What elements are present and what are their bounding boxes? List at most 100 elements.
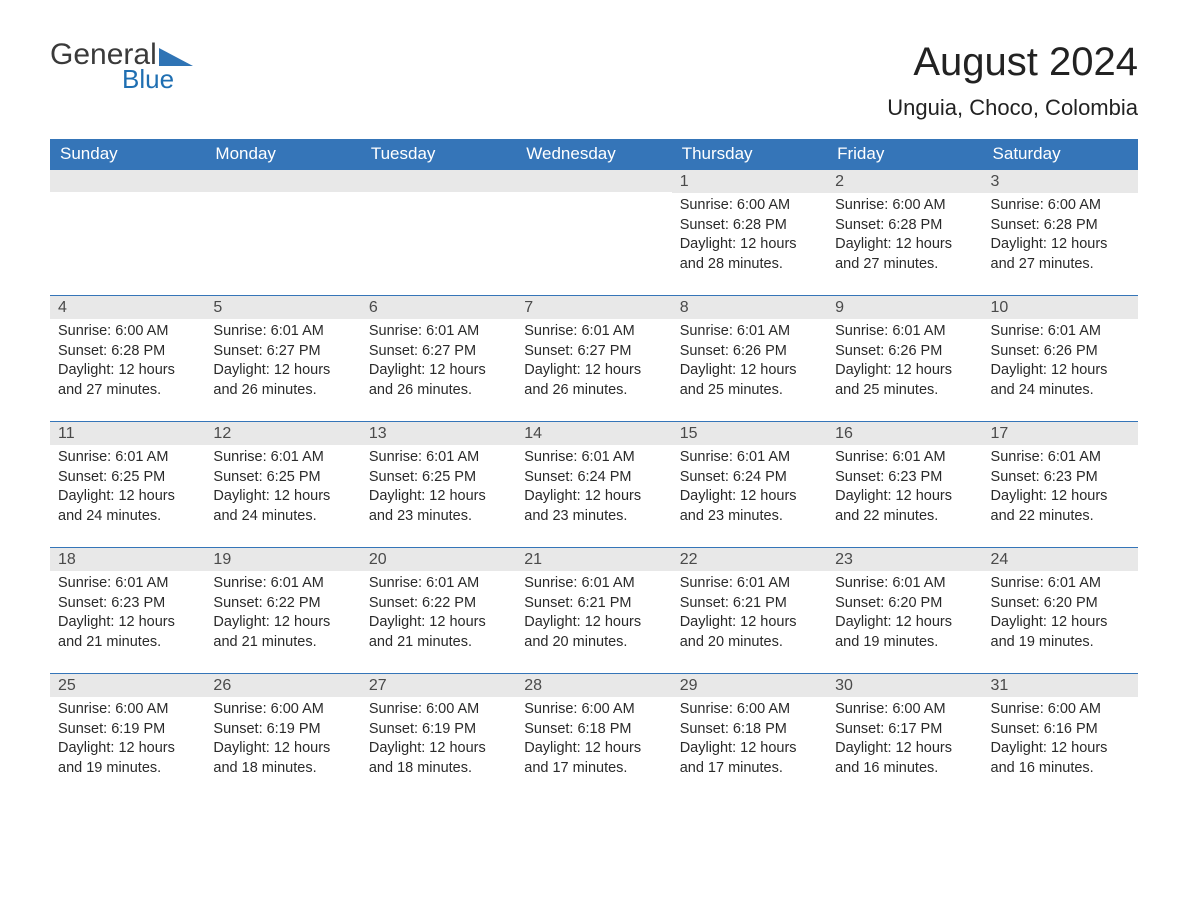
day-body: Sunrise: 6:01 AMSunset: 6:23 PMDaylight:… — [827, 445, 982, 532]
day-number: 19 — [205, 548, 360, 571]
daylight-line1: Daylight: 12 hours — [369, 613, 508, 633]
day-number: 8 — [672, 296, 827, 319]
day-body: Sunrise: 6:00 AMSunset: 6:28 PMDaylight:… — [50, 319, 205, 406]
day-body: Sunrise: 6:01 AMSunset: 6:25 PMDaylight:… — [50, 445, 205, 532]
sunrise-text: Sunrise: 6:00 AM — [524, 700, 663, 720]
day-body: Sunrise: 6:01 AMSunset: 6:25 PMDaylight:… — [361, 445, 516, 532]
day-number: 30 — [827, 674, 982, 697]
calendar-cell — [516, 170, 671, 296]
calendar-cell: 13Sunrise: 6:01 AMSunset: 6:25 PMDayligh… — [361, 422, 516, 548]
sunrise-text: Sunrise: 6:01 AM — [58, 574, 197, 594]
day-number-empty — [361, 170, 516, 192]
day-number: 12 — [205, 422, 360, 445]
sunrise-text: Sunrise: 6:01 AM — [991, 574, 1130, 594]
calendar-cell: 16Sunrise: 6:01 AMSunset: 6:23 PMDayligh… — [827, 422, 982, 548]
calendar-cell: 7Sunrise: 6:01 AMSunset: 6:27 PMDaylight… — [516, 296, 671, 422]
location-text: Unguia, Choco, Colombia — [887, 95, 1138, 121]
day-number: 3 — [983, 170, 1138, 193]
calendar-cell: 30Sunrise: 6:00 AMSunset: 6:17 PMDayligh… — [827, 674, 982, 800]
sunset-text: Sunset: 6:19 PM — [213, 720, 352, 740]
daylight-line1: Daylight: 12 hours — [58, 739, 197, 759]
sunrise-text: Sunrise: 6:01 AM — [524, 448, 663, 468]
calendar-week-row: 4Sunrise: 6:00 AMSunset: 6:28 PMDaylight… — [50, 296, 1138, 422]
sunset-text: Sunset: 6:20 PM — [835, 594, 974, 614]
calendar-cell: 23Sunrise: 6:01 AMSunset: 6:20 PMDayligh… — [827, 548, 982, 674]
sunset-text: Sunset: 6:23 PM — [835, 468, 974, 488]
daylight-line2: and 19 minutes. — [835, 633, 974, 653]
sunset-text: Sunset: 6:25 PM — [369, 468, 508, 488]
calendar-cell: 29Sunrise: 6:00 AMSunset: 6:18 PMDayligh… — [672, 674, 827, 800]
day-number: 14 — [516, 422, 671, 445]
daylight-line1: Daylight: 12 hours — [58, 487, 197, 507]
calendar-cell: 27Sunrise: 6:00 AMSunset: 6:19 PMDayligh… — [361, 674, 516, 800]
logo: General Blue — [50, 40, 193, 92]
daylight-line1: Daylight: 12 hours — [680, 235, 819, 255]
sunrise-text: Sunrise: 6:01 AM — [680, 322, 819, 342]
sunset-text: Sunset: 6:27 PM — [524, 342, 663, 362]
day-number: 2 — [827, 170, 982, 193]
daylight-line1: Daylight: 12 hours — [213, 739, 352, 759]
daylight-line1: Daylight: 12 hours — [524, 739, 663, 759]
sunrise-text: Sunrise: 6:01 AM — [835, 322, 974, 342]
calendar-cell: 3Sunrise: 6:00 AMSunset: 6:28 PMDaylight… — [983, 170, 1138, 296]
day-body: Sunrise: 6:01 AMSunset: 6:21 PMDaylight:… — [516, 571, 671, 658]
daylight-line1: Daylight: 12 hours — [835, 613, 974, 633]
day-body: Sunrise: 6:01 AMSunset: 6:20 PMDaylight:… — [827, 571, 982, 658]
daylight-line1: Daylight: 12 hours — [58, 613, 197, 633]
calendar-week-row: 11Sunrise: 6:01 AMSunset: 6:25 PMDayligh… — [50, 422, 1138, 548]
calendar-cell: 10Sunrise: 6:01 AMSunset: 6:26 PMDayligh… — [983, 296, 1138, 422]
day-number: 25 — [50, 674, 205, 697]
sunrise-text: Sunrise: 6:01 AM — [680, 574, 819, 594]
day-body: Sunrise: 6:00 AMSunset: 6:19 PMDaylight:… — [361, 697, 516, 784]
daylight-line2: and 26 minutes. — [213, 381, 352, 401]
daylight-line2: and 27 minutes. — [991, 255, 1130, 275]
daylight-line2: and 23 minutes. — [524, 507, 663, 527]
calendar-cell: 26Sunrise: 6:00 AMSunset: 6:19 PMDayligh… — [205, 674, 360, 800]
day-body: Sunrise: 6:01 AMSunset: 6:26 PMDaylight:… — [983, 319, 1138, 406]
daylight-line2: and 21 minutes. — [369, 633, 508, 653]
day-number: 26 — [205, 674, 360, 697]
day-body: Sunrise: 6:01 AMSunset: 6:26 PMDaylight:… — [827, 319, 982, 406]
sunrise-text: Sunrise: 6:00 AM — [680, 196, 819, 216]
day-number-empty — [205, 170, 360, 192]
day-header: Thursday — [672, 139, 827, 170]
daylight-line2: and 17 minutes. — [680, 759, 819, 779]
daylight-line2: and 20 minutes. — [524, 633, 663, 653]
calendar-cell: 4Sunrise: 6:00 AMSunset: 6:28 PMDaylight… — [50, 296, 205, 422]
sunset-text: Sunset: 6:28 PM — [58, 342, 197, 362]
calendar-cell: 2Sunrise: 6:00 AMSunset: 6:28 PMDaylight… — [827, 170, 982, 296]
day-number: 21 — [516, 548, 671, 571]
calendar-cell: 12Sunrise: 6:01 AMSunset: 6:25 PMDayligh… — [205, 422, 360, 548]
daylight-line2: and 18 minutes. — [369, 759, 508, 779]
sunset-text: Sunset: 6:23 PM — [991, 468, 1130, 488]
daylight-line1: Daylight: 12 hours — [991, 739, 1130, 759]
calendar-cell: 15Sunrise: 6:01 AMSunset: 6:24 PMDayligh… — [672, 422, 827, 548]
sunrise-text: Sunrise: 6:01 AM — [680, 448, 819, 468]
daylight-line2: and 19 minutes. — [991, 633, 1130, 653]
daylight-line2: and 16 minutes. — [835, 759, 974, 779]
daylight-line2: and 27 minutes. — [835, 255, 974, 275]
day-body: Sunrise: 6:00 AMSunset: 6:18 PMDaylight:… — [516, 697, 671, 784]
sunrise-text: Sunrise: 6:00 AM — [835, 196, 974, 216]
daylight-line1: Daylight: 12 hours — [835, 235, 974, 255]
day-body: Sunrise: 6:01 AMSunset: 6:25 PMDaylight:… — [205, 445, 360, 532]
calendar-cell: 25Sunrise: 6:00 AMSunset: 6:19 PMDayligh… — [50, 674, 205, 800]
sunset-text: Sunset: 6:21 PM — [680, 594, 819, 614]
calendar-cell: 1Sunrise: 6:00 AMSunset: 6:28 PMDaylight… — [672, 170, 827, 296]
sunset-text: Sunset: 6:25 PM — [213, 468, 352, 488]
daylight-line2: and 23 minutes. — [369, 507, 508, 527]
calendar-week-row: 25Sunrise: 6:00 AMSunset: 6:19 PMDayligh… — [50, 674, 1138, 800]
calendar-cell: 6Sunrise: 6:01 AMSunset: 6:27 PMDaylight… — [361, 296, 516, 422]
day-body: Sunrise: 6:00 AMSunset: 6:28 PMDaylight:… — [827, 193, 982, 280]
sunrise-text: Sunrise: 6:01 AM — [213, 322, 352, 342]
day-number-empty — [50, 170, 205, 192]
day-number: 23 — [827, 548, 982, 571]
calendar-table: SundayMondayTuesdayWednesdayThursdayFrid… — [50, 139, 1138, 800]
day-header: Saturday — [983, 139, 1138, 170]
day-body: Sunrise: 6:01 AMSunset: 6:20 PMDaylight:… — [983, 571, 1138, 658]
sunset-text: Sunset: 6:20 PM — [991, 594, 1130, 614]
day-body: Sunrise: 6:01 AMSunset: 6:23 PMDaylight:… — [50, 571, 205, 658]
sunrise-text: Sunrise: 6:00 AM — [835, 700, 974, 720]
daylight-line2: and 24 minutes. — [58, 507, 197, 527]
calendar-cell: 14Sunrise: 6:01 AMSunset: 6:24 PMDayligh… — [516, 422, 671, 548]
